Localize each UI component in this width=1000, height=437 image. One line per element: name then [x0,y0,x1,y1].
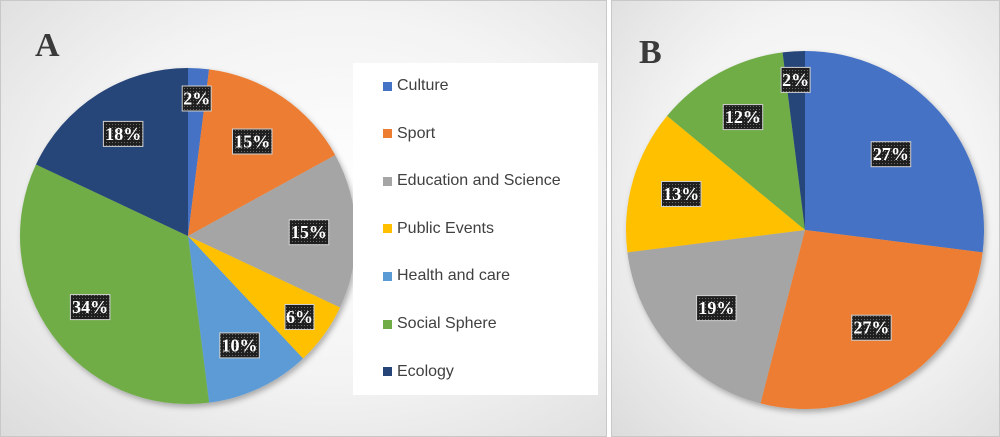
legend-item: Public Events [383,219,494,239]
data-label-box [219,332,260,359]
legend: Culture Sport Education and Science Public … [353,63,598,395]
legend-label: Sport [397,124,436,142]
data-label: 10% [222,335,258,355]
data-label: 2% [782,70,809,90]
data-label-box [288,219,330,246]
legend-label: Culture [397,77,449,94]
data-label-box [102,120,144,147]
data-label-box [661,181,702,207]
pie-slice [188,236,303,403]
data-label-box [780,66,811,93]
data-label-box [851,314,892,341]
data-label: 27% [873,144,909,164]
data-label: 15% [291,222,327,242]
data-label: 19% [698,298,734,318]
panel-b: B 27% 27% 19% 13% 12% 2% [611,0,1000,437]
legend-label: Health and care [397,267,510,285]
legend-item: Social Sphere [383,314,497,334]
data-label-box [69,294,111,321]
pie-slice [625,115,805,253]
legend-swatch [383,319,392,329]
legend-item: Ecology [383,362,454,382]
pie-slice [19,164,210,405]
data-label-box [696,295,737,322]
data-label: 18% [105,124,141,144]
data-labels: 27% 27% 19% 13% 12% 2% [661,66,912,341]
data-label-box [870,141,912,168]
data-label: 27% [853,318,889,338]
panel-label-a: A [35,27,60,64]
legend-item: Sport [383,124,435,144]
data-label: 6% [286,307,313,327]
legend-swatch [383,224,392,234]
legend-label: Ecology [397,362,454,380]
legend-item: Education and Science [383,171,561,191]
data-label-box [232,128,273,155]
data-label: 2% [183,89,210,109]
data-label-box [284,304,315,330]
data-label: 12% [725,107,761,127]
pie-chart-b: 27% 27% 19% 13% 12% 2% [625,50,985,410]
pie-slice [188,155,356,308]
data-label: 15% [234,132,270,152]
legend-swatch [383,367,392,377]
legend-swatch [383,271,392,281]
legend-item: Culture [383,76,449,96]
pie-slice [667,52,805,230]
pie-slice [35,68,188,236]
data-label: 13% [663,184,699,204]
data-labels: 2% 15% 15% 6% 10% 34% 18% [69,85,330,359]
data-label-box [722,104,764,131]
panel-label-b: B [639,34,662,71]
legend-label: Social Sphere [397,315,497,332]
panel-a: A 2% 15% 15% 6% 10% 34% 18% Culture Sport Educat… [0,0,607,437]
legend-swatch [383,176,392,186]
data-label: 34% [72,297,108,317]
pie-slice [782,51,805,230]
legend-item: Health and care [383,266,510,286]
legend-label: Public Events [397,219,494,237]
legend-label: Education and Science [397,172,561,190]
pie-slices [625,50,985,410]
pie-chart-a: 2% 15% 15% 6% 10% 34% 18% [19,67,356,405]
data-label-box [181,85,212,112]
legend-swatch [383,129,392,139]
legend-swatch [383,81,392,91]
